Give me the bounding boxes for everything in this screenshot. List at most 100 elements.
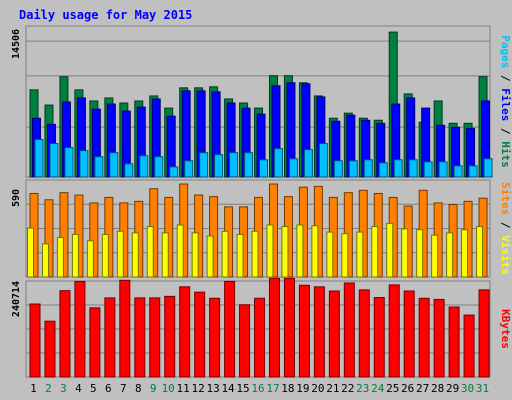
bar-visits-day-20 (311, 225, 319, 278)
bar-kbytes-day-22 (343, 282, 355, 378)
bar-kbytes-day-1 (29, 303, 41, 378)
bar-kbytes-day-25 (388, 284, 400, 378)
bar-kbytes-day-8 (134, 297, 146, 378)
day-label-17: 17 (266, 382, 279, 395)
panel-top (25, 25, 493, 178)
bar-visits-day-14 (221, 230, 229, 278)
bar-pages-day-18 (288, 158, 298, 178)
bar-visits-day-19 (296, 224, 304, 278)
max-value-labels: 14506 590 240714 (11, 29, 22, 317)
day-label-23: 23 (356, 382, 369, 395)
bar-pages-day-7 (124, 163, 134, 178)
bar-visits-day-18 (281, 226, 289, 278)
max-label-bottom: 240714 (11, 281, 22, 317)
chart-panels (25, 25, 493, 378)
bar-kbytes-day-29 (448, 306, 460, 378)
bar-pages-day-28 (438, 161, 448, 178)
bar-visits-day-24 (371, 226, 379, 278)
bar-pages-day-11 (184, 160, 194, 178)
day-label-19: 19 (296, 382, 309, 395)
bar-pages-day-24 (378, 162, 388, 178)
legend-item-visits: Visits (499, 235, 512, 275)
bar-kbytes-day-31 (478, 289, 490, 378)
day-label-14: 14 (221, 382, 235, 395)
day-label-21: 21 (326, 382, 339, 395)
bar-pages-day-8 (139, 155, 149, 178)
bar-kbytes-day-18 (283, 277, 295, 378)
bar-kbytes-day-30 (463, 314, 475, 378)
day-label-31: 31 (476, 382, 489, 395)
bar-pages-day-29 (453, 165, 463, 178)
day-label-20: 20 (311, 382, 324, 395)
day-label-8: 8 (135, 382, 142, 395)
bar-visits-day-15 (236, 233, 244, 278)
bar-pages-day-25 (393, 159, 403, 178)
bar-kbytes-day-26 (403, 290, 415, 378)
legend-item-sites: Sites (499, 182, 512, 215)
bar-pages-day-2 (49, 143, 59, 178)
bar-pages-day-19 (303, 149, 313, 178)
bar-visits-day-2 (41, 243, 49, 278)
bar-pages-day-17 (273, 148, 283, 178)
day-label-4: 4 (75, 382, 82, 395)
bar-pages-day-22 (348, 160, 358, 178)
legend-mid: Sites / Visits (499, 182, 512, 275)
day-label-10: 10 (162, 382, 175, 395)
bar-kbytes-day-7 (119, 279, 131, 378)
bar-visits-day-16 (251, 230, 259, 278)
bar-kbytes-day-3 (59, 290, 71, 378)
day-label-25: 25 (386, 382, 399, 395)
bar-pages-day-30 (468, 165, 478, 178)
day-label-15: 15 (236, 382, 249, 395)
bar-pages-day-1 (34, 139, 44, 178)
bar-pages-day-26 (408, 159, 418, 178)
bar-kbytes-day-28 (433, 298, 445, 378)
day-label-3: 3 (60, 382, 67, 395)
bar-visits-day-21 (326, 231, 334, 278)
day-label-18: 18 (281, 382, 294, 395)
day-label-29: 29 (446, 382, 459, 395)
bar-pages-day-3 (64, 147, 74, 178)
bar-pages-day-6 (109, 152, 119, 178)
bar-visits-day-28 (431, 234, 439, 278)
bar-kbytes-day-20 (313, 286, 325, 378)
bar-kbytes-day-13 (209, 297, 221, 378)
bar-visits-day-1 (27, 227, 34, 278)
bar-kbytes-day-21 (328, 290, 340, 378)
bar-pages-day-9 (154, 156, 164, 178)
bar-visits-day-22 (341, 233, 349, 278)
legend-item-kbytes: KBytes (499, 309, 512, 349)
bar-visits-day-25 (386, 222, 394, 278)
legend-bottom: KBytes (499, 309, 512, 349)
day-label-1: 1 (30, 382, 37, 395)
panel-bottom (25, 277, 491, 378)
bar-pages-day-12 (199, 152, 209, 178)
bar-visits-day-11 (176, 224, 184, 278)
bar-visits-day-30 (461, 229, 469, 278)
day-label-24: 24 (371, 382, 385, 395)
bar-kbytes-day-17 (268, 277, 280, 378)
bar-visits-day-4 (71, 233, 79, 278)
day-label-22: 22 (341, 382, 354, 395)
bar-pages-day-5 (94, 156, 104, 178)
max-label-top: 14506 (11, 29, 22, 59)
bar-kbytes-day-16 (254, 297, 266, 378)
day-labels: 1 2 3 4 5 6 7 8 9 10 11 12 13 14 15 16 17 18 19 20 21 22 23 24 2… (30, 382, 489, 395)
panel-mid (25, 179, 491, 278)
bar-pages-day-10 (169, 166, 179, 178)
bar-kbytes-day-15 (239, 304, 251, 378)
bar-visits-day-17 (266, 224, 274, 278)
day-label-5: 5 (90, 382, 97, 395)
bar-visits-day-29 (446, 232, 454, 278)
bar-pages-day-31 (483, 158, 493, 178)
bar-visits-day-8 (131, 232, 139, 278)
bar-visits-day-13 (206, 235, 214, 278)
bar-pages-day-4 (79, 150, 89, 178)
bar-kbytes-day-2 (44, 320, 56, 378)
bar-pages-day-15 (244, 152, 254, 178)
legend-top: Pages / Files / Hits (499, 35, 512, 168)
bar-visits-day-26 (401, 228, 409, 278)
day-label-11: 11 (177, 382, 190, 395)
day-label-16: 16 (251, 382, 264, 395)
